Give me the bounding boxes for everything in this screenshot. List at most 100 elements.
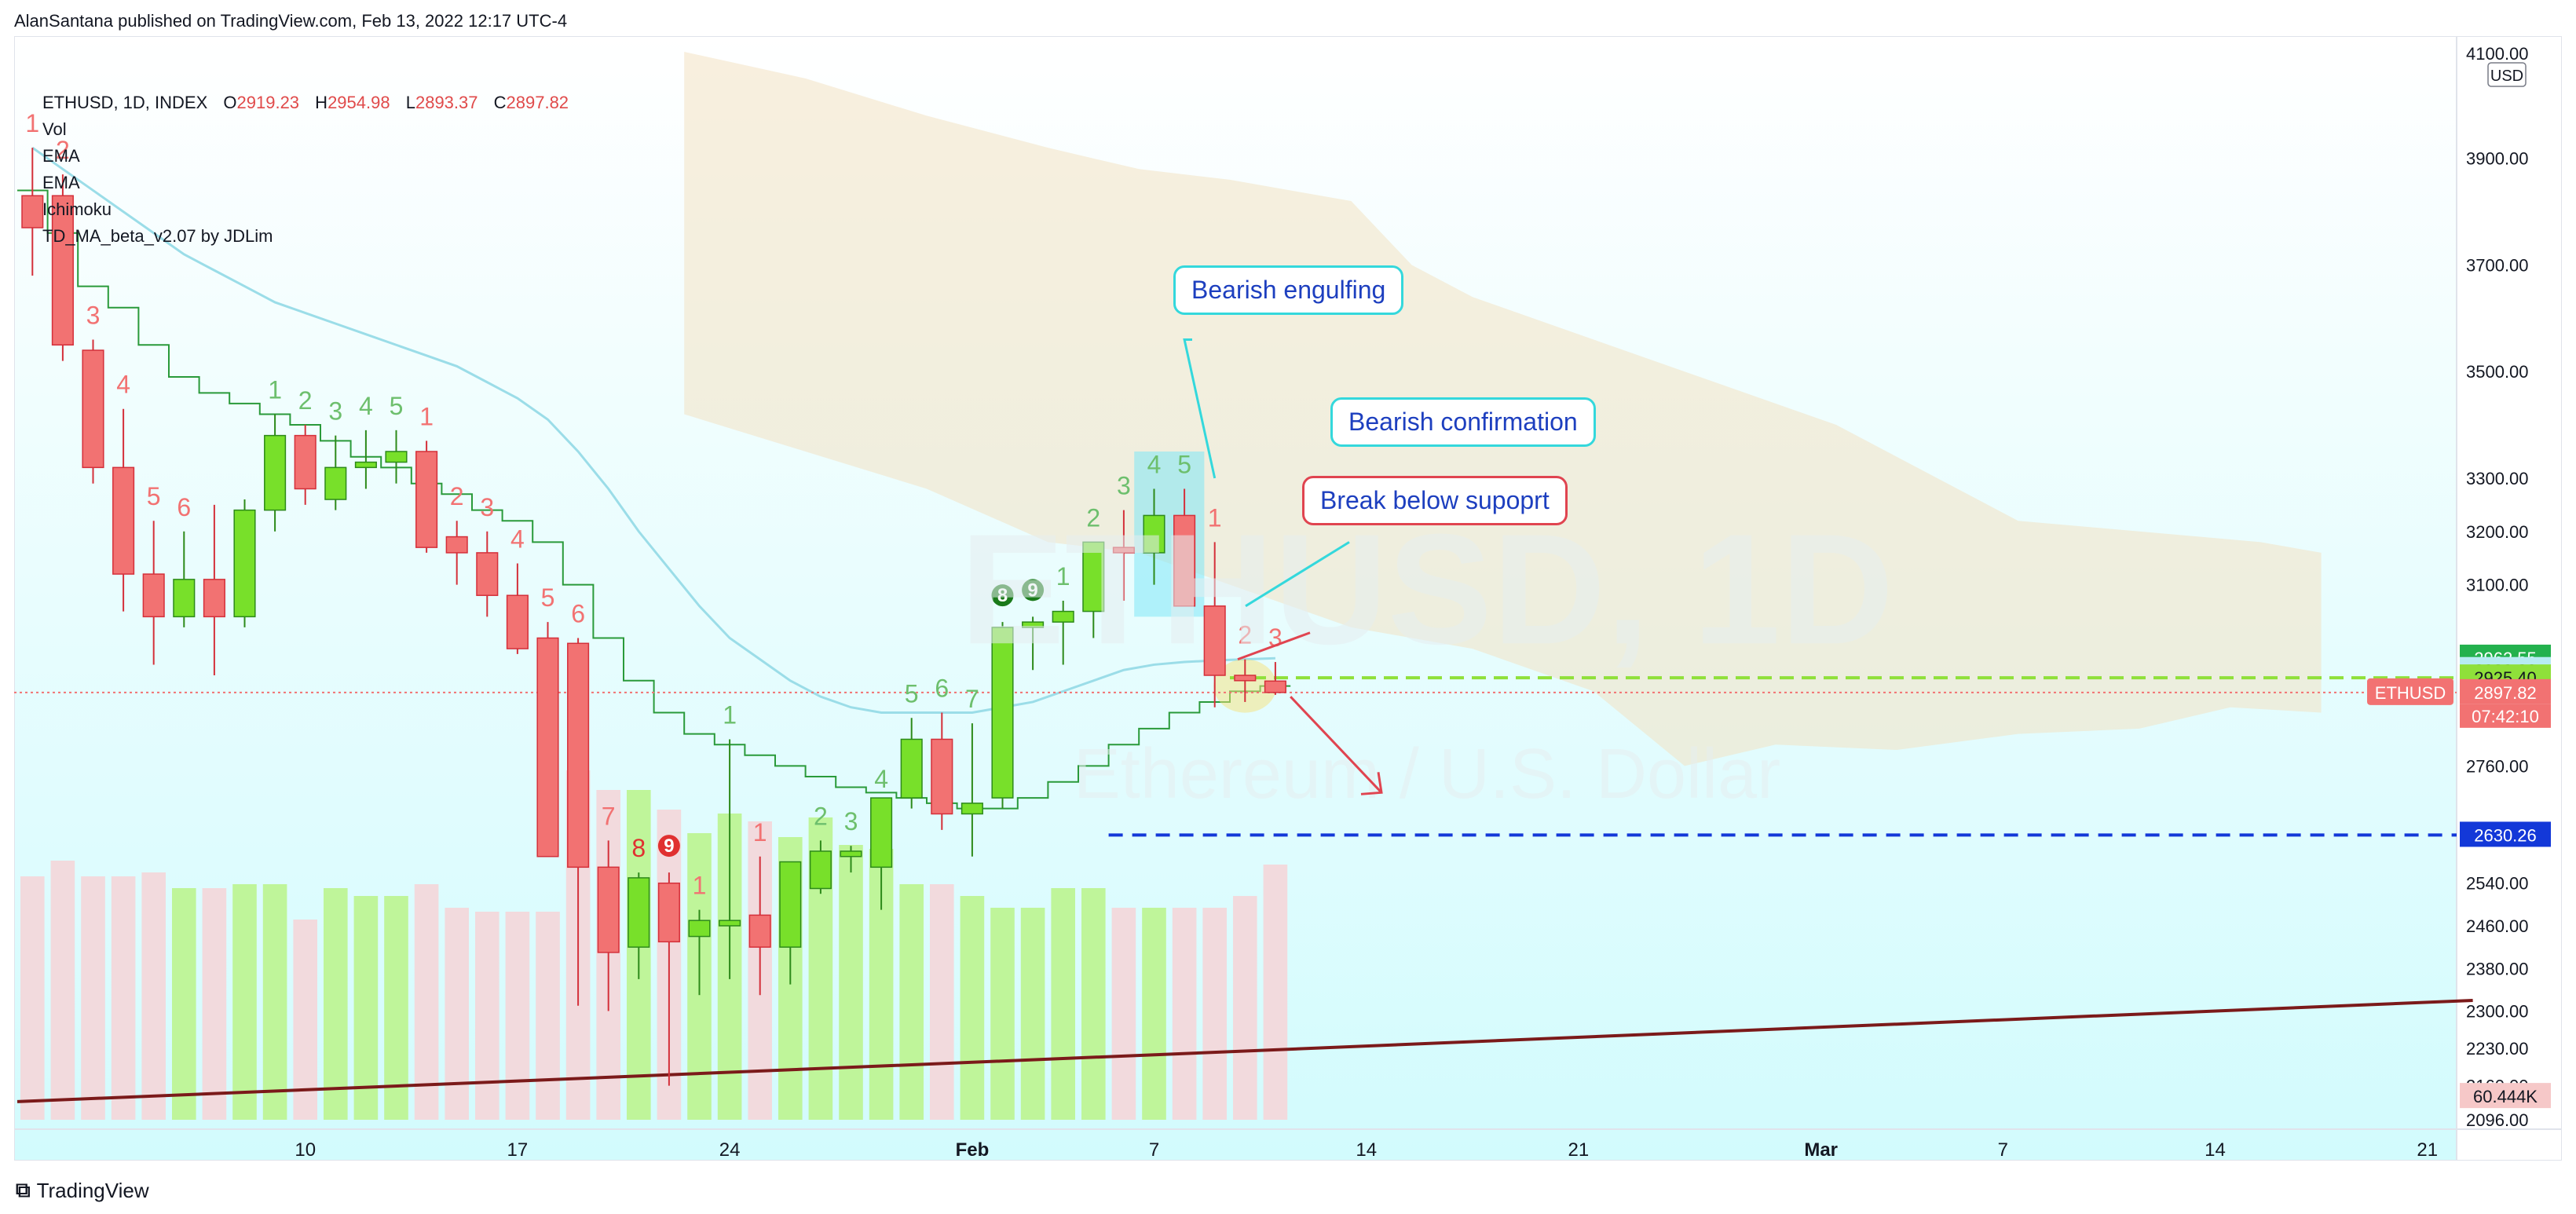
x-tick-label: 24 <box>719 1139 741 1161</box>
projection-arrow <box>1290 696 1383 794</box>
candle-body <box>1143 514 1165 554</box>
callout-bearish-engulfing[interactable]: Bearish engulfing <box>1173 265 1404 315</box>
y-tick-label: 4100.00 <box>2466 44 2529 64</box>
y-tick-label: 2540.00 <box>2466 874 2529 894</box>
candle-body <box>445 536 468 554</box>
td-count-label: 4 <box>1147 450 1162 478</box>
td-count-label: 1 <box>693 872 707 900</box>
callout-bearish-confirmation[interactable]: Bearish confirmation <box>1330 397 1596 447</box>
td-count-label: 3 <box>328 397 342 426</box>
td-count-label: 1 <box>419 402 434 430</box>
y-tick-label: 3700.00 <box>2466 255 2529 275</box>
y-tick-label: 3900.00 <box>2466 149 2529 169</box>
ohlc-close-value: 2897.82 <box>506 93 569 112</box>
candle-body <box>324 466 347 500</box>
volume-bar <box>1020 908 1045 1120</box>
td-count-label: 5 <box>541 583 555 612</box>
callout-break-below-support[interactable]: Break below supoprt <box>1302 476 1568 525</box>
td-count-label: 4 <box>874 765 888 793</box>
candle-body <box>961 803 983 815</box>
td-count-label: 9 <box>1027 580 1037 601</box>
candle-body <box>628 877 650 948</box>
td-count-badge <box>991 584 1014 607</box>
td-count-label: 9 <box>664 836 674 857</box>
td-count-label: 6 <box>935 675 949 703</box>
y-tick-label: 2230.00 <box>2466 1039 2529 1059</box>
td-count-label: 3 <box>86 301 101 329</box>
x-tick-label: 14 <box>2205 1139 2226 1161</box>
callout-pointer-engulfing <box>1183 338 1217 479</box>
y-tick-label: 3100.00 <box>2466 576 2529 595</box>
watermark-symbol: ETHUSD, 1D <box>960 502 1894 677</box>
candle-body <box>21 195 44 229</box>
candle-body <box>809 850 832 890</box>
volume-bar <box>505 912 530 1120</box>
price-tag <box>2460 1083 2551 1109</box>
td-count-label: 4 <box>359 392 373 420</box>
ohlc-high-key: H <box>315 93 328 112</box>
currency-badge <box>2487 62 2527 87</box>
td-count-label: 5 <box>1177 450 1191 478</box>
indicator-td-ma[interactable]: TD_MA_beta_v2.07 by JDLim <box>42 226 273 246</box>
td-count-label: 1 <box>25 109 39 137</box>
td-count-label: 7 <box>965 685 979 713</box>
candle-body <box>657 882 680 943</box>
ohlc-open-key: O <box>223 93 237 112</box>
indicator-vol[interactable]: Vol <box>42 119 67 139</box>
price-tag-symbol-label: ETHUSD <box>2375 683 2446 703</box>
volume-bar <box>930 884 954 1120</box>
y-tick-label: 2300.00 <box>2466 1002 2529 1022</box>
td-count-label: 3 <box>1117 472 1131 500</box>
volume-bar <box>202 888 227 1120</box>
volume-bar <box>1081 888 1106 1120</box>
volume-bar <box>536 912 560 1120</box>
candle-body <box>82 349 104 469</box>
candle-body <box>476 552 499 596</box>
x-tick-label: 21 <box>1568 1139 1590 1161</box>
candle-body <box>1264 680 1286 693</box>
td-count-label: 2 <box>1238 621 1252 649</box>
volume-bar <box>414 884 439 1120</box>
candle-body <box>112 466 135 575</box>
candle-body <box>1173 514 1196 607</box>
indicator-ema-2[interactable]: EMA <box>42 173 80 192</box>
volume-bar <box>1172 908 1197 1120</box>
volume-bar <box>111 876 136 1120</box>
x-tick-label: 21 <box>2417 1139 2438 1161</box>
td-count-label: 7 <box>602 802 616 830</box>
price-tag-label: 2630.26 <box>2474 825 2537 845</box>
candle-body <box>264 434 287 511</box>
td-count-label: 3 <box>844 807 858 836</box>
y-tick-label: 2760.00 <box>2466 756 2529 776</box>
price-tag <box>2460 821 2551 847</box>
volume-bar <box>50 861 75 1120</box>
candle-body <box>779 861 802 948</box>
candle-body <box>203 579 225 618</box>
indicator-ema-1[interactable]: EMA <box>42 146 80 166</box>
candle-body <box>51 195 74 346</box>
volume-bar <box>232 884 257 1120</box>
indicator-ichimoku[interactable]: Ichimoku <box>42 199 112 219</box>
ohlc-low-key: L <box>405 93 415 112</box>
callout-pointer-confirmation <box>1245 541 1350 608</box>
volume-bar <box>324 888 348 1120</box>
candle-body <box>1082 541 1105 612</box>
y-tick-label: 2096.00 <box>2466 1110 2529 1130</box>
candle-body <box>506 594 529 649</box>
candle-body <box>1022 621 1045 628</box>
candle-body <box>1052 610 1074 623</box>
y-tick-label: 2460.00 <box>2466 916 2529 936</box>
volume-bar <box>262 884 287 1120</box>
volume-bar <box>384 896 408 1120</box>
volume-bar <box>293 920 317 1120</box>
td-count-label: 1 <box>723 700 737 729</box>
x-tick-label: 10 <box>295 1139 316 1161</box>
volume-bar <box>172 888 196 1120</box>
chart-legend: ETHUSD, 1D, INDEX O2919.23 H2954.98 L289… <box>42 90 569 250</box>
volume-bar <box>990 908 1015 1120</box>
publisher-header: AlanSantana published on TradingView.com… <box>14 11 568 31</box>
td-count-label: 6 <box>177 493 191 521</box>
td-count-label: 4 <box>510 525 525 553</box>
td-count-label: 4 <box>116 371 130 399</box>
